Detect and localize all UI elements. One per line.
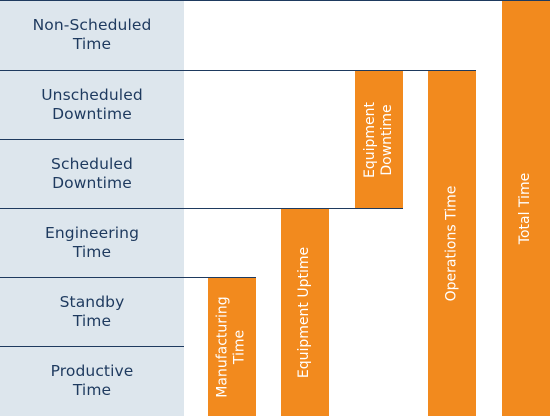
bar-label: Operations Time xyxy=(443,185,460,302)
divider-unscheduled xyxy=(0,139,184,140)
divider-non-scheduled xyxy=(0,70,476,71)
category-unscheduled-downtime: Unscheduled Downtime xyxy=(0,70,184,139)
bar-operations-time: Operations Time xyxy=(428,71,476,416)
bar-label: Manufacturing Time xyxy=(215,296,249,398)
divider-standby xyxy=(0,346,184,347)
category-label: Non-Scheduled Time xyxy=(32,16,152,53)
bar-label: Equipment Downtime xyxy=(362,101,395,178)
category-engineering-time: Engineering Time xyxy=(0,208,184,277)
bar-manufacturing-time: Manufacturing Time xyxy=(208,278,256,416)
divider-top xyxy=(0,0,550,1)
category-label: Productive Time xyxy=(50,362,134,399)
category-non-scheduled-time: Non-Scheduled Time xyxy=(0,0,184,70)
bar-equipment-uptime: Equipment Uptime xyxy=(281,209,329,416)
divider-scheduled xyxy=(0,208,403,209)
category-productive-time: Productive Time xyxy=(0,346,184,416)
category-label: Standby Time xyxy=(59,292,125,330)
category-scheduled-downtime: Scheduled Downtime xyxy=(0,139,184,208)
category-standby-time: Standby Time xyxy=(0,277,184,346)
bar-equipment-downtime: Equipment Downtime xyxy=(355,71,403,208)
category-label: Unscheduled Downtime xyxy=(41,85,143,123)
divider-engineering xyxy=(0,277,256,278)
category-label: Engineering Time xyxy=(44,223,140,261)
category-label: Scheduled Downtime xyxy=(51,154,133,192)
bar-label: Equipment Uptime xyxy=(296,246,313,379)
bar-label: Total Time xyxy=(517,172,534,245)
bar-total-time: Total Time xyxy=(502,1,550,416)
